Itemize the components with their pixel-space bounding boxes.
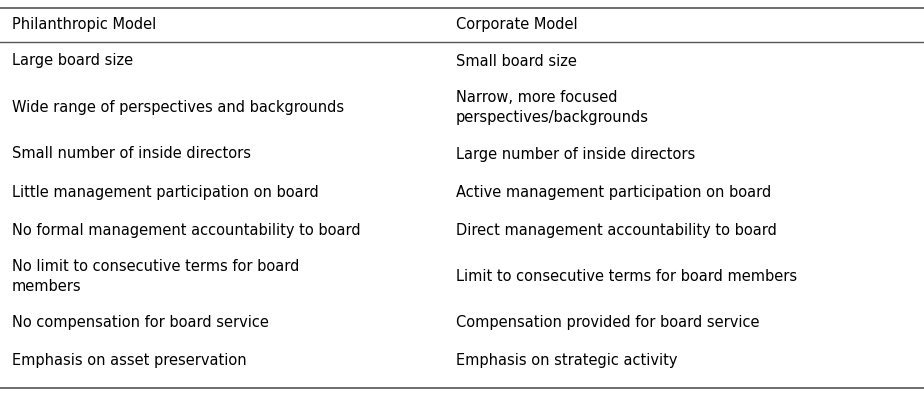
Text: No formal management accountability to board: No formal management accountability to b…: [12, 222, 360, 237]
Text: Emphasis on strategic activity: Emphasis on strategic activity: [456, 353, 677, 368]
Text: Limit to consecutive terms for board members: Limit to consecutive terms for board mem…: [456, 269, 796, 284]
Text: Large number of inside directors: Large number of inside directors: [456, 146, 695, 162]
Text: Corporate Model: Corporate Model: [456, 18, 578, 33]
Text: Little management participation on board: Little management participation on board: [12, 184, 319, 200]
Text: Wide range of perspectives and backgrounds: Wide range of perspectives and backgroun…: [12, 100, 344, 115]
Text: Narrow, more focused
perspectives/backgrounds: Narrow, more focused perspectives/backgr…: [456, 91, 649, 124]
Text: No compensation for board service: No compensation for board service: [12, 315, 269, 330]
Text: Direct management accountability to board: Direct management accountability to boar…: [456, 222, 776, 237]
Text: Philanthropic Model: Philanthropic Model: [12, 18, 156, 33]
Text: Large board size: Large board size: [12, 53, 133, 69]
Text: Small board size: Small board size: [456, 53, 577, 69]
Text: Small number of inside directors: Small number of inside directors: [12, 146, 251, 162]
Text: No limit to consecutive terms for board
members: No limit to consecutive terms for board …: [12, 259, 299, 294]
Text: Compensation provided for board service: Compensation provided for board service: [456, 315, 759, 330]
Text: Active management participation on board: Active management participation on board: [456, 184, 771, 200]
Text: Emphasis on asset preservation: Emphasis on asset preservation: [12, 353, 247, 368]
